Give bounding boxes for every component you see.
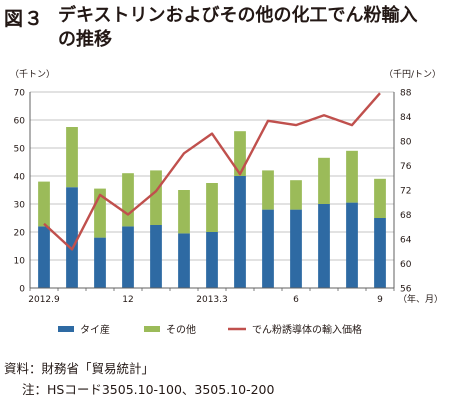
bar-other <box>290 180 302 210</box>
bar-thailand <box>66 187 78 288</box>
bar-other <box>318 157 330 204</box>
source-text: 資料：財務省「貿易統計」 <box>4 361 155 376</box>
legend-swatch-other <box>144 326 160 332</box>
y-tick-label: 50 <box>14 145 26 155</box>
x-tick-label: 2013.3 <box>196 295 228 305</box>
x-tick-label: 12 <box>122 295 133 305</box>
y-tick-label: 0 <box>19 285 25 295</box>
y2-axis-label: （千円/トン） <box>384 69 441 80</box>
legend-swatch-thailand <box>58 326 74 332</box>
y2-tick-label: 68 <box>400 211 412 221</box>
y-tick-label: 70 <box>14 89 26 99</box>
x-tick-label: 9 <box>377 295 383 305</box>
y2-tick-label: 80 <box>400 138 412 148</box>
bar-other <box>374 178 386 218</box>
chart: 0 10 20 30 40 50 60 70 56 60 64 68 72 76 80 84 88 （千トン） （千… <box>10 69 443 336</box>
note-text: 注：HSコード3505.10-100、3505.10-200 <box>22 382 275 397</box>
y-tick-label: 30 <box>14 201 26 211</box>
y2-tick-label: 72 <box>400 187 411 197</box>
y2-tick-label: 56 <box>400 285 412 295</box>
bar-other <box>262 170 274 210</box>
bar-other <box>178 190 190 234</box>
bar-thailand <box>206 232 218 288</box>
bar-thailand <box>262 209 274 288</box>
title-block: 図３ デキストリンおよびその他の化工でん粉輸入の推移 <box>4 4 418 52</box>
bar-thailand <box>234 176 246 288</box>
bar-other <box>66 127 78 188</box>
x-axis-label: （年、月） <box>398 293 443 305</box>
price-line <box>43 92 381 251</box>
bar-thailand <box>38 226 50 288</box>
bar-thailand <box>178 233 190 288</box>
y2-tick-label: 84 <box>400 113 412 123</box>
y-tick-label: 60 <box>14 117 26 127</box>
bar-thailand <box>346 202 358 288</box>
bar-thailand <box>150 225 162 288</box>
bar-thailand <box>290 209 302 288</box>
bar-other <box>38 181 50 227</box>
legend-label-thailand: タイ産 <box>80 323 110 336</box>
bar-other <box>94 188 106 238</box>
bar-other <box>234 131 246 176</box>
x-tick-label: 2012.9 <box>28 295 60 305</box>
bar-other <box>122 173 134 227</box>
y2-tick-label: 76 <box>400 162 412 172</box>
bar-other <box>346 150 358 203</box>
bar-other <box>150 170 162 225</box>
x-tick-label: 6 <box>293 295 299 305</box>
bar-thailand <box>94 237 106 288</box>
y-tick-label: 40 <box>14 173 26 183</box>
chart-title: デキストリンおよびその他の化工でん粉輸入の推移 <box>58 5 418 50</box>
y-tick-label: 20 <box>14 229 26 239</box>
y2-tick-label: 88 <box>400 89 412 99</box>
figure-label: 図３ <box>4 8 45 30</box>
y-tick-label: 10 <box>14 257 26 267</box>
bar-other <box>206 183 218 232</box>
y2-tick-label: 64 <box>400 236 412 246</box>
y2-tick-label: 60 <box>400 260 412 270</box>
y-axis-label: （千トン） <box>10 69 55 80</box>
legend-label-other: その他 <box>166 323 196 336</box>
bar-thailand <box>374 218 386 288</box>
bar-thailand <box>318 204 330 288</box>
legend-label-price: でん粉誘導体の輸入価格 <box>252 323 362 336</box>
bar-thailand <box>122 226 134 288</box>
